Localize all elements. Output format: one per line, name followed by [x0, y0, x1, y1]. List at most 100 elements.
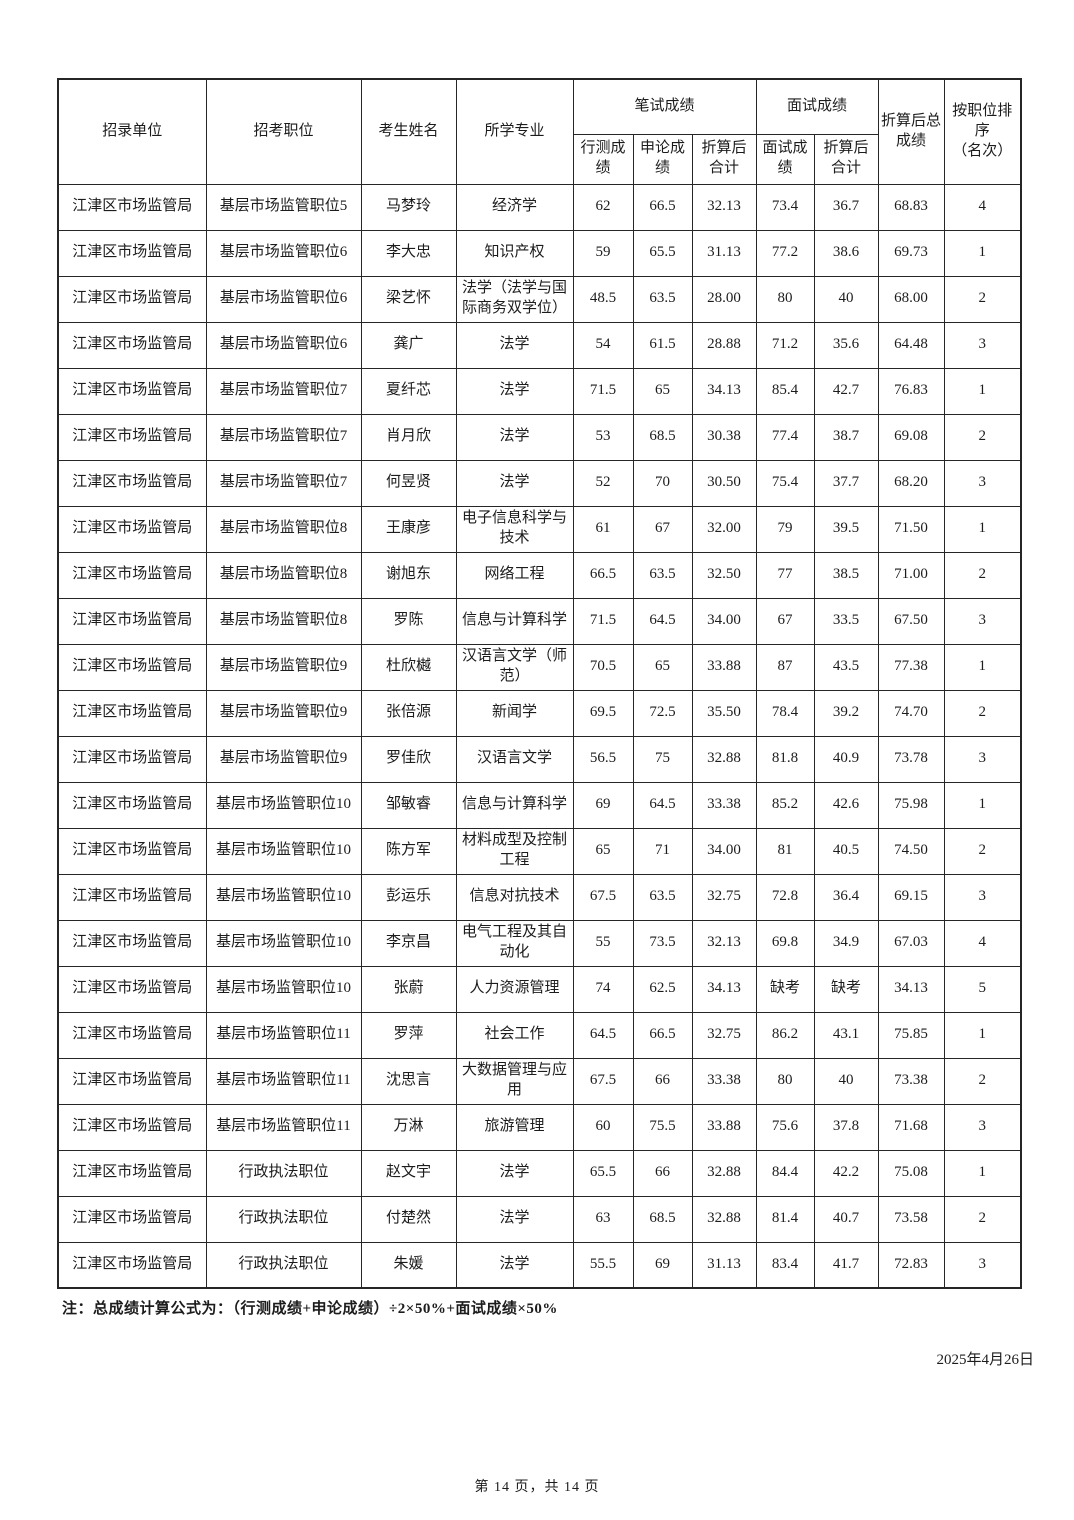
table-cell: 江津区市场监管局: [57, 735, 207, 783]
table-cell: 67.50: [877, 597, 945, 645]
table-cell: 68.00: [877, 275, 945, 323]
table-cell: 40.7: [813, 1195, 879, 1243]
table-cell: 罗佳欣: [360, 735, 457, 783]
table-cell: 30.38: [691, 413, 757, 461]
table-cell: 32.13: [691, 919, 757, 967]
table-cell: 33.88: [691, 643, 757, 691]
table-cell: 3: [943, 597, 1022, 645]
table-cell: 万淋: [360, 1103, 457, 1151]
table-cell: 40: [813, 275, 879, 323]
table-cell: 缺考: [755, 965, 815, 1013]
table-cell: 35.6: [813, 321, 879, 369]
table-cell: 江津区市场监管局: [57, 275, 207, 323]
col-header-written-group: 笔试成绩: [572, 78, 757, 135]
table-cell: 75.6: [755, 1103, 815, 1151]
table-cell: 69.15: [877, 873, 945, 921]
table-cell: 网络工程: [455, 551, 574, 599]
table-cell: 基层市场监管职位10: [205, 873, 362, 921]
table-cell: 付楚然: [360, 1195, 457, 1243]
table-cell: 基层市场监管职位7: [205, 459, 362, 507]
table-cell: 36.4: [813, 873, 879, 921]
table-cell: 75.85: [877, 1011, 945, 1059]
table-cell: 基层市场监管职位9: [205, 735, 362, 783]
table-row: 江津区市场监管局 基层市场监管职位6 梁艺怀 法学（法学与国际商务双学位） 48.5 63…: [57, 275, 1022, 323]
table-cell: 马梦玲: [360, 183, 457, 231]
table-row: 江津区市场监管局 基层市场监管职位10 陈方军 材料成型及控制工程 65 71 34.00 8…: [57, 827, 1022, 875]
table-cell: 缺考: [813, 965, 879, 1013]
table-row: 江津区市场监管局 基层市场监管职位5 马梦玲 经济学 62 66.5 32.13 73.4 36…: [57, 183, 1022, 231]
table-cell: 74.50: [877, 827, 945, 875]
table-cell: 42.2: [813, 1149, 879, 1197]
table-cell: 基层市场监管职位10: [205, 965, 362, 1013]
table-cell: 信息对抗技术: [455, 873, 574, 921]
table-cell: 41.7: [813, 1241, 879, 1289]
table-cell: 66: [632, 1057, 693, 1105]
table-row: 江津区市场监管局 基层市场监管职位8 谢旭东 网络工程 66.5 63.5 32.50 77 3…: [57, 551, 1022, 599]
table-row: 江津区市场监管局 基层市场监管职位11 罗萍 社会工作 64.5 66.5 32.75 86.…: [57, 1011, 1022, 1059]
table-cell: 法学: [455, 1195, 574, 1243]
table-cell: 64.5: [632, 781, 693, 829]
table-cell: 汉语言文学: [455, 735, 574, 783]
table-cell: 73.78: [877, 735, 945, 783]
table-cell: 基层市场监管职位6: [205, 275, 362, 323]
table-cell: 34.00: [691, 827, 757, 875]
table-cell: 罗陈: [360, 597, 457, 645]
table-cell: 43.5: [813, 643, 879, 691]
table-cell: 江津区市场监管局: [57, 183, 207, 231]
table-cell: 68.20: [877, 459, 945, 507]
table-cell: 电气工程及其自动化: [455, 919, 574, 967]
table-cell: 72.83: [877, 1241, 945, 1289]
col-header-interview-score: 面试成绩: [755, 133, 815, 185]
table-cell: 67.5: [572, 1057, 634, 1105]
table-header: 招录单位 招考职位 考生姓名 所学专业 笔试成绩 面试成绩 折算后总 成绩 按职位…: [57, 78, 1022, 185]
table-cell: 73.5: [632, 919, 693, 967]
table-cell: 李京昌: [360, 919, 457, 967]
table-cell: 43.1: [813, 1011, 879, 1059]
table-cell: 80: [755, 1057, 815, 1105]
table-cell: 30.50: [691, 459, 757, 507]
table-cell: 79: [755, 505, 815, 553]
table-cell: 28.00: [691, 275, 757, 323]
table-cell: 基层市场监管职位11: [205, 1057, 362, 1105]
table-cell: 71.2: [755, 321, 815, 369]
col-header-rank-line2: （名次）: [952, 142, 1013, 159]
table-cell: 基层市场监管职位9: [205, 689, 362, 737]
table-cell: 70.5: [572, 643, 634, 691]
table-cell: 江津区市场监管局: [57, 229, 207, 277]
table-cell: 74.70: [877, 689, 945, 737]
table-cell: 40.9: [813, 735, 879, 783]
table-row: 江津区市场监管局 基层市场监管职位6 李大忠 知识产权 59 65.5 31.13 77.2 3…: [57, 229, 1022, 277]
col-header-total-line2: 成绩: [896, 132, 927, 149]
table-cell: 39.5: [813, 505, 879, 553]
table-row: 江津区市场监管局 基层市场监管职位10 李京昌 电气工程及其自动化 55 73.5 32.1…: [57, 919, 1022, 967]
table-cell: 85.2: [755, 781, 815, 829]
table-cell: 基层市场监管职位11: [205, 1103, 362, 1151]
table-row: 江津区市场监管局 基层市场监管职位9 罗佳欣 汉语言文学 56.5 75 32.88 81.8…: [57, 735, 1022, 783]
table-cell: 江津区市场监管局: [57, 459, 207, 507]
table-cell: 67.5: [572, 873, 634, 921]
col-header-shenlun: 申论成绩: [632, 133, 693, 185]
table-cell: 39.2: [813, 689, 879, 737]
table-cell: 江津区市场监管局: [57, 597, 207, 645]
table-cell: 34.9: [813, 919, 879, 967]
col-header-rank-line1: 按职位排序: [952, 103, 1013, 139]
table-cell: 68.5: [632, 1195, 693, 1243]
table-cell: 32.88: [691, 735, 757, 783]
table-row: 江津区市场监管局 行政执法职位 赵文宇 法学 65.5 66 32.88 84.4 42.2 75…: [57, 1149, 1022, 1197]
score-table: 招录单位 招考职位 考生姓名 所学专业 笔试成绩 面试成绩 折算后总 成绩 按职位…: [57, 78, 1023, 1289]
table-cell: 34.13: [691, 367, 757, 415]
table-cell: 梁艺怀: [360, 275, 457, 323]
table-row: 江津区市场监管局 基层市场监管职位9 张倍源 新闻学 69.5 72.5 35.50 78.4…: [57, 689, 1022, 737]
table-cell: 沈思言: [360, 1057, 457, 1105]
table-row: 江津区市场监管局 基层市场监管职位10 张蔚 人力资源管理 74 62.5 34.13 缺考缺…: [57, 965, 1022, 1013]
table-cell: 基层市场监管职位7: [205, 413, 362, 461]
table-cell: 江津区市场监管局: [57, 505, 207, 553]
table-cell: 信息与计算科学: [455, 781, 574, 829]
table-cell: 86.2: [755, 1011, 815, 1059]
table-cell: 罗萍: [360, 1011, 457, 1059]
table-cell: 32.50: [691, 551, 757, 599]
table-cell: 64.5: [572, 1011, 634, 1059]
table-cell: 73.58: [877, 1195, 945, 1243]
table-cell: 68.83: [877, 183, 945, 231]
